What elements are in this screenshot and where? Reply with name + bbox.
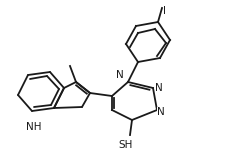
Text: NH: NH	[26, 122, 42, 132]
Text: N: N	[156, 107, 164, 117]
Text: N: N	[116, 70, 123, 80]
Text: N: N	[154, 83, 162, 93]
Text: SH: SH	[118, 140, 133, 150]
Text: I: I	[163, 6, 166, 16]
